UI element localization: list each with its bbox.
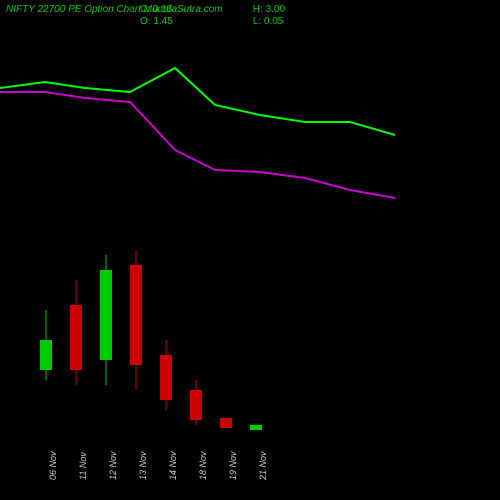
line-series-2 bbox=[0, 92, 395, 198]
h-value: 3.00 bbox=[266, 4, 285, 15]
low-value: L: 0.05 bbox=[253, 16, 363, 27]
candlestick-area bbox=[15, 250, 315, 430]
ohlc-row-1: C: 0.15 H: 3.00 bbox=[140, 4, 363, 15]
l-value: 0.05 bbox=[264, 16, 283, 27]
x-axis-label: 13 Nov bbox=[138, 451, 148, 480]
x-axis-label: 11 Nov bbox=[78, 452, 88, 480]
h-label: H: bbox=[253, 4, 263, 15]
candle-body bbox=[160, 355, 172, 400]
candle-body bbox=[250, 425, 262, 430]
x-axis-label: 12 Nov bbox=[108, 451, 118, 480]
x-axis-label: 18 Nov bbox=[198, 451, 208, 480]
candle-body bbox=[130, 265, 142, 365]
x-axis-label: 19 Nov bbox=[228, 451, 238, 480]
open-value: O: 1.45 bbox=[140, 16, 250, 27]
x-axis-label: 14 Nov bbox=[168, 451, 178, 480]
candle-body bbox=[100, 270, 112, 360]
ohlc-row-2: O: 1.45 L: 0.05 bbox=[140, 16, 363, 27]
candle-body bbox=[220, 418, 232, 428]
candle-body bbox=[190, 390, 202, 420]
candle-body bbox=[40, 340, 52, 370]
close-value: C: 0.15 bbox=[140, 4, 250, 15]
l-label: L: bbox=[253, 16, 261, 27]
c-value: 0.15 bbox=[153, 4, 172, 15]
c-label: C: bbox=[140, 4, 150, 15]
x-axis-label: 21 Nov bbox=[258, 451, 268, 480]
candle-body bbox=[70, 305, 82, 370]
x-axis-label: 06 Nov bbox=[48, 451, 58, 480]
line-series-1 bbox=[0, 68, 395, 135]
high-value: H: 3.00 bbox=[253, 4, 363, 15]
o-label: O: bbox=[140, 16, 151, 27]
o-value: 1.45 bbox=[153, 16, 172, 27]
x-axis-labels: 06 Nov 11 Nov 12 Nov 13 Nov 14 Nov 18 Nov 19 N… bbox=[15, 440, 315, 490]
